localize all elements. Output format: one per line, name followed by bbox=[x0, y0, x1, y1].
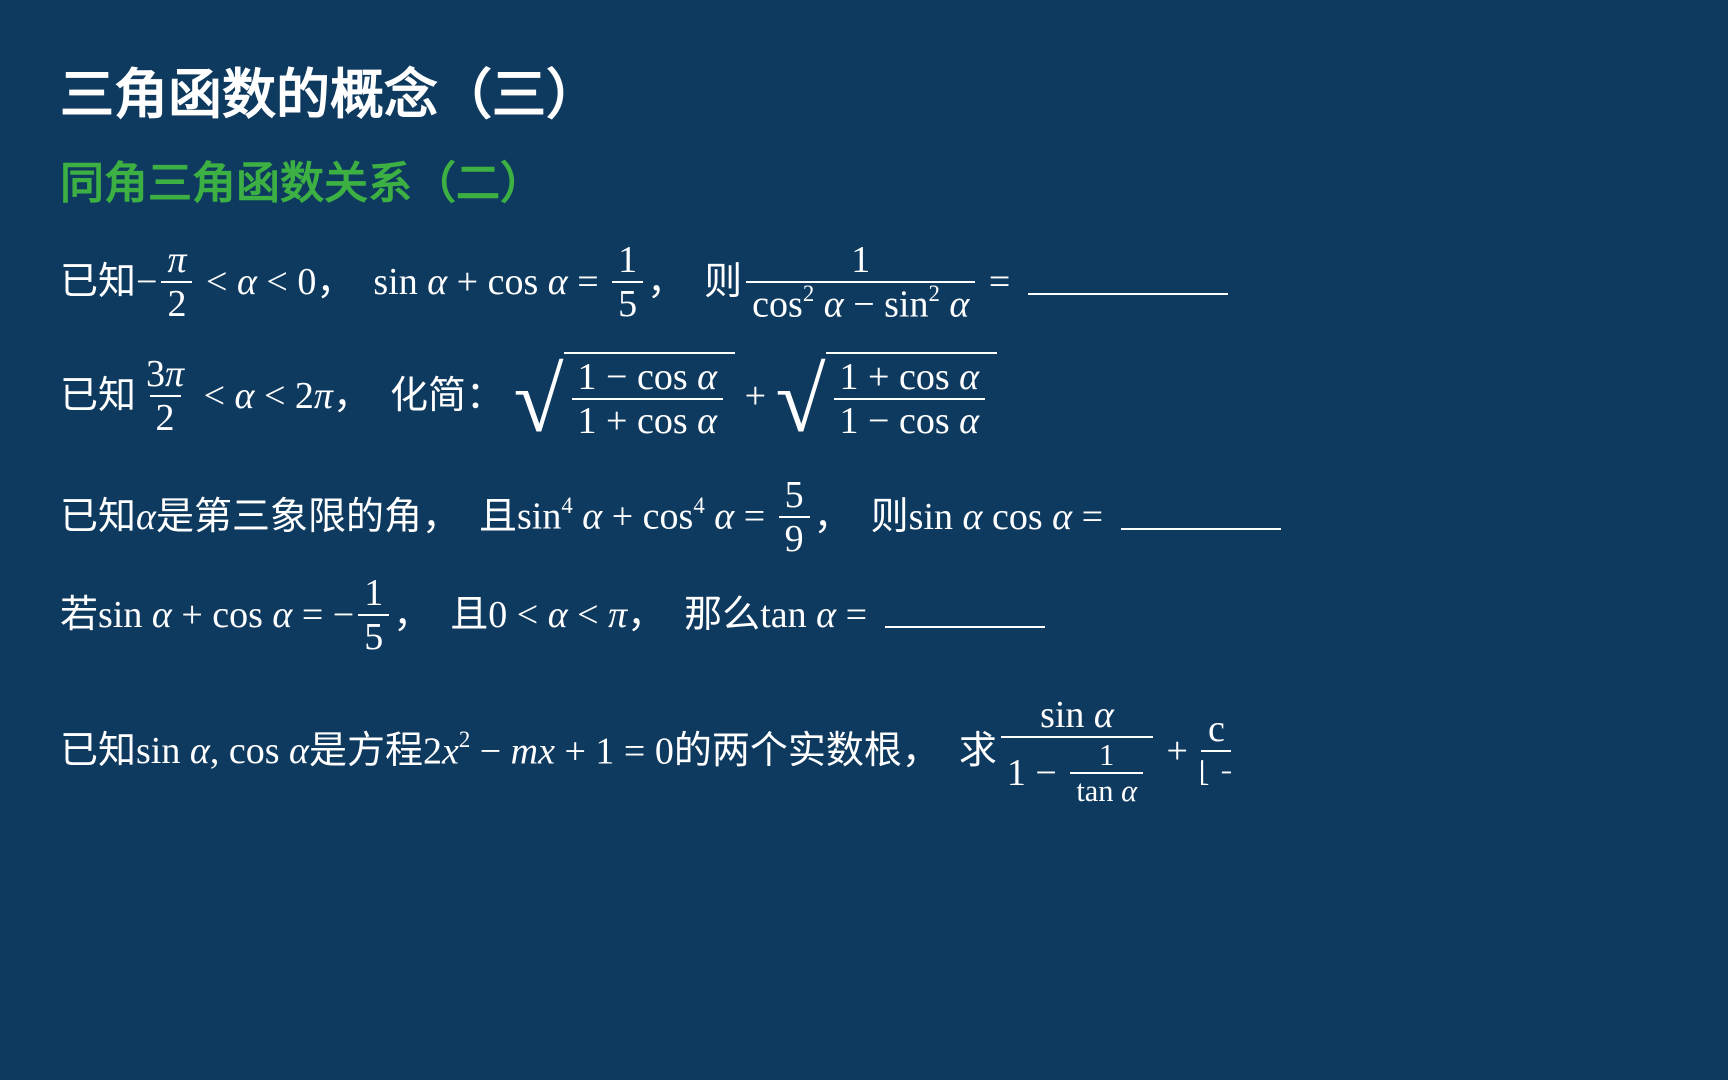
var-alpha: α bbox=[237, 263, 257, 301]
frac-5-9: 5 9 bbox=[779, 476, 810, 558]
plus: + bbox=[735, 377, 775, 415]
comma: ， bbox=[393, 596, 431, 634]
answer-blank bbox=[1121, 492, 1281, 530]
problem-4: 若 sin α + cos α = − 1 5 ， 且 0 < α < π ， … bbox=[60, 574, 1668, 656]
target: tan α = bbox=[760, 596, 876, 634]
equation: 2x2 − mx + 1 = 0 bbox=[423, 732, 674, 771]
var-alpha: α bbox=[235, 377, 255, 415]
var-alpha: α bbox=[136, 498, 156, 536]
roots-text: 的两个实数根 bbox=[674, 732, 902, 770]
page-title: 三角函数的概念（三） bbox=[60, 50, 1668, 129]
frac-3pi-2: 3π 2 bbox=[140, 355, 190, 437]
eq-lhs: sin α + cos α = bbox=[373, 263, 608, 301]
sin4: sin4 α + cos4 α = bbox=[517, 497, 775, 536]
problem-3: 已知 α 是第三象限的角 ， 且 sin4 α + cos4 α = 5 9 ，… bbox=[60, 476, 1668, 558]
quadrant-text: 是第三象限的角 bbox=[156, 498, 422, 536]
sqrt-icon: √ bbox=[513, 362, 563, 440]
two-pi: 2π bbox=[295, 377, 333, 415]
comma: ， bbox=[333, 377, 371, 415]
problem-2: 已知 3π 2 < α < 2π ， 化简： √ 1 − cos α 1 + c… bbox=[60, 352, 1668, 440]
label-and: 且 bbox=[479, 498, 517, 536]
target-frac-1: sin α 1 − 1 tan α bbox=[1001, 696, 1153, 807]
label-given: 已知 bbox=[60, 732, 136, 770]
problem-list: 已知 − π 2 < α < 0 ， sin α + cos α = 1 5 ，… bbox=[60, 241, 1668, 806]
frac-pi-2: π 2 bbox=[161, 241, 192, 323]
page-subtitle: 同角三角函数关系（二） bbox=[60, 147, 1668, 211]
lt: < bbox=[257, 263, 297, 301]
lt: < bbox=[254, 377, 294, 415]
label-if: 若 bbox=[60, 596, 98, 634]
target-frac-2-cut: c 1 − bbox=[1201, 710, 1231, 792]
label-given: 已知 bbox=[60, 498, 136, 536]
label-find: 求 bbox=[959, 732, 997, 770]
answer-blank bbox=[885, 590, 1045, 628]
target: sin α cos α = bbox=[909, 498, 1113, 536]
label-and: 且 bbox=[450, 596, 488, 634]
minus-sign: − bbox=[136, 263, 157, 301]
comma: ， bbox=[902, 732, 940, 770]
eq-lhs: sin α + cos α = − bbox=[98, 596, 354, 634]
problem-5: 已知 sin α, cos α 是方程 2x2 − mx + 1 = 0 的两个… bbox=[60, 696, 1668, 807]
problem-1: 已知 − π 2 < α < 0 ， sin α + cos α = 1 5 ，… bbox=[60, 241, 1668, 324]
zero: 0 bbox=[297, 263, 316, 301]
label-then: 则 bbox=[871, 498, 909, 536]
frac-1-5: 1 5 bbox=[612, 241, 643, 323]
is-equation: 是方程 bbox=[309, 732, 423, 770]
comma: ， bbox=[647, 263, 685, 301]
lt: < bbox=[197, 263, 237, 301]
slide: 三角函数的概念（三） 同角三角函数关系（二） 已知 − π 2 < α < 0 … bbox=[0, 0, 1728, 806]
answer-blank bbox=[1028, 257, 1228, 295]
equals: = bbox=[979, 263, 1019, 301]
target-frac: 1 cos2 α − sin2 α bbox=[746, 241, 975, 324]
comma: ， bbox=[316, 263, 354, 301]
frac-1-5: 1 5 bbox=[358, 574, 389, 656]
plus: + bbox=[1157, 732, 1197, 770]
range: 0 < α < π bbox=[488, 596, 627, 634]
label-that: 那么 bbox=[684, 596, 760, 634]
label-then: 则 bbox=[704, 263, 742, 301]
label-given: 已知 bbox=[60, 263, 136, 301]
comma: ， bbox=[814, 498, 852, 536]
label-given: 已知 bbox=[60, 377, 136, 415]
sqrt-2: √ 1 + cos α 1 − cos α bbox=[776, 352, 998, 440]
comma: ， bbox=[422, 498, 460, 536]
lt: < bbox=[194, 377, 234, 415]
label-simplify: 化简： bbox=[390, 377, 504, 415]
vars: sin α, cos α bbox=[136, 732, 309, 770]
sqrt-1: √ 1 − cos α 1 + cos α bbox=[513, 352, 735, 440]
sqrt-icon: √ bbox=[776, 362, 826, 440]
comma: ， bbox=[627, 596, 665, 634]
